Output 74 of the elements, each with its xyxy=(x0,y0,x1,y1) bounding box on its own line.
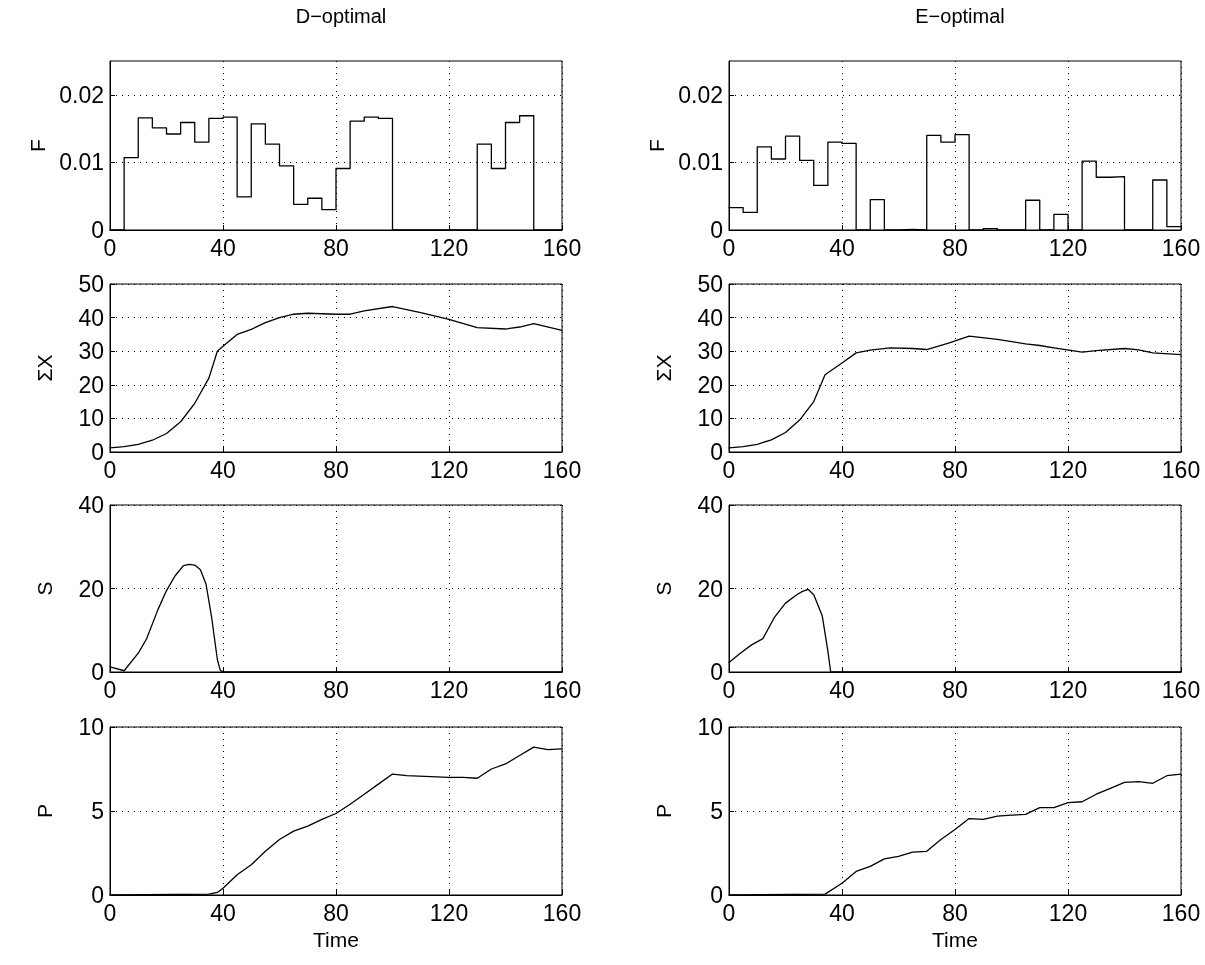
y-tick-label: 50 xyxy=(78,271,104,297)
x-tick-label: 80 xyxy=(942,234,968,261)
x-tick-label: 160 xyxy=(542,899,582,926)
y-tick-label: 0 xyxy=(710,217,723,243)
x-tick-label: 40 xyxy=(210,676,236,703)
y-axis-title: P xyxy=(652,803,675,819)
y-tick-label: 0 xyxy=(710,439,723,465)
y-tick-label: 30 xyxy=(697,338,723,365)
y-tick-label: 5 xyxy=(710,798,723,824)
y-tick-label: 20 xyxy=(697,371,723,398)
y-tick-label: 40 xyxy=(697,304,723,331)
x-tick-label: 40 xyxy=(210,234,236,261)
y-axis-title: ΣX xyxy=(33,354,56,382)
x-tick-label: 40 xyxy=(210,899,236,926)
x-tick-label: 40 xyxy=(829,899,855,926)
y-tick-label: 0.02 xyxy=(59,81,104,108)
y-tick-label: 0.02 xyxy=(678,81,723,108)
x-tick-label: 120 xyxy=(1048,676,1088,703)
y-tick-label: 40 xyxy=(78,492,104,518)
y-tick-label: 10 xyxy=(697,714,723,740)
x-tick-label: 120 xyxy=(1048,234,1088,261)
y-tick-label: 0 xyxy=(91,439,104,465)
x-tick-label: 40 xyxy=(829,234,855,261)
y-tick-label: 20 xyxy=(78,575,104,602)
y-axis-title: F xyxy=(645,139,669,152)
y-tick-label: 10 xyxy=(78,714,104,740)
y-tick-label: 0.01 xyxy=(59,149,104,176)
x-axis-title: Time xyxy=(313,927,359,951)
y-tick-label: 0 xyxy=(710,882,723,908)
y-tick-label: 5 xyxy=(91,798,104,824)
y-tick-label: 10 xyxy=(697,405,723,432)
y-tick-label: 20 xyxy=(78,371,104,398)
y-tick-label: 20 xyxy=(697,575,723,602)
x-tick-label: 40 xyxy=(829,456,855,483)
x-tick-label: 80 xyxy=(323,234,349,261)
x-tick-label: 80 xyxy=(942,676,968,703)
y-tick-label: 0 xyxy=(91,217,104,243)
y-axis-title: ΣX xyxy=(652,354,675,382)
y-tick-label: 30 xyxy=(78,338,104,365)
x-tick-label: 160 xyxy=(542,456,582,483)
y-axis-title: S xyxy=(652,581,675,596)
x-tick-label: 160 xyxy=(542,234,582,261)
x-tick-label: 120 xyxy=(429,899,469,926)
x-tick-label: 120 xyxy=(429,456,469,483)
x-tick-label: 160 xyxy=(542,676,582,703)
y-tick-label: 40 xyxy=(697,492,723,518)
x-tick-label: 160 xyxy=(1161,676,1201,703)
x-tick-label: 120 xyxy=(1048,899,1088,926)
x-tick-label: 40 xyxy=(829,676,855,703)
x-tick-label: 80 xyxy=(942,456,968,483)
x-tick-label: 120 xyxy=(429,676,469,703)
chart-title: E−optimal xyxy=(915,5,1005,27)
x-tick-label: 80 xyxy=(323,899,349,926)
y-tick-label: 10 xyxy=(78,405,104,432)
x-tick-label: 160 xyxy=(1161,456,1201,483)
x-tick-label: 120 xyxy=(1048,456,1088,483)
y-tick-label: 0 xyxy=(710,659,723,685)
y-axis-title: P xyxy=(33,803,56,819)
x-axis-title: Time xyxy=(932,927,978,951)
x-tick-label: 80 xyxy=(323,676,349,703)
x-tick-label: 160 xyxy=(1161,899,1201,926)
x-tick-label: 80 xyxy=(942,899,968,926)
chart-title: D−optimal xyxy=(295,5,387,27)
y-tick-label: 0.01 xyxy=(678,149,723,176)
y-axis-title: F xyxy=(26,139,50,152)
y-tick-label: 50 xyxy=(697,271,723,297)
y-tick-label: 0 xyxy=(91,882,104,908)
x-tick-label: 40 xyxy=(210,456,236,483)
y-axis-title: S xyxy=(33,581,56,596)
y-tick-label: 40 xyxy=(78,304,104,331)
x-tick-label: 160 xyxy=(1161,234,1201,261)
x-tick-label: 80 xyxy=(323,456,349,483)
y-tick-label: 0 xyxy=(91,659,104,685)
x-tick-label: 120 xyxy=(429,234,469,261)
